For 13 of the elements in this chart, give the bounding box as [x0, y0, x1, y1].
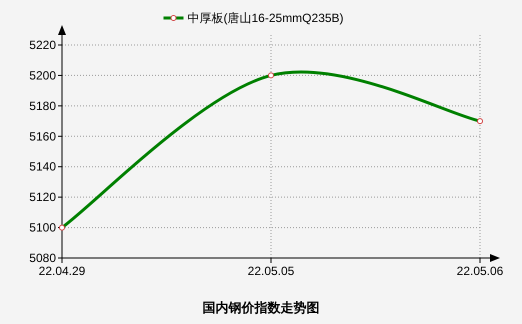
x-tick-label: 22.04.29: [38, 264, 86, 278]
y-tick-label: 5080: [29, 251, 56, 265]
y-tick-label: 5160: [29, 129, 56, 144]
x-tick-label: 22.05.05: [248, 264, 295, 278]
y-tick-label: 5140: [29, 160, 56, 174]
y-tick-label: 5200: [29, 68, 56, 82]
y-tick-label: 5220: [29, 38, 56, 52]
y-tick-label: 5120: [29, 190, 56, 204]
text: 国内钢价指数走势图: [202, 300, 320, 315]
y-tick-label: 5100: [29, 220, 56, 235]
legend-label: 中厚板(唐山16-25mmQ235B): [188, 11, 344, 25]
y-tick-label: 5180: [29, 98, 56, 113]
x-tick-label: 22.05.06: [456, 264, 504, 278]
